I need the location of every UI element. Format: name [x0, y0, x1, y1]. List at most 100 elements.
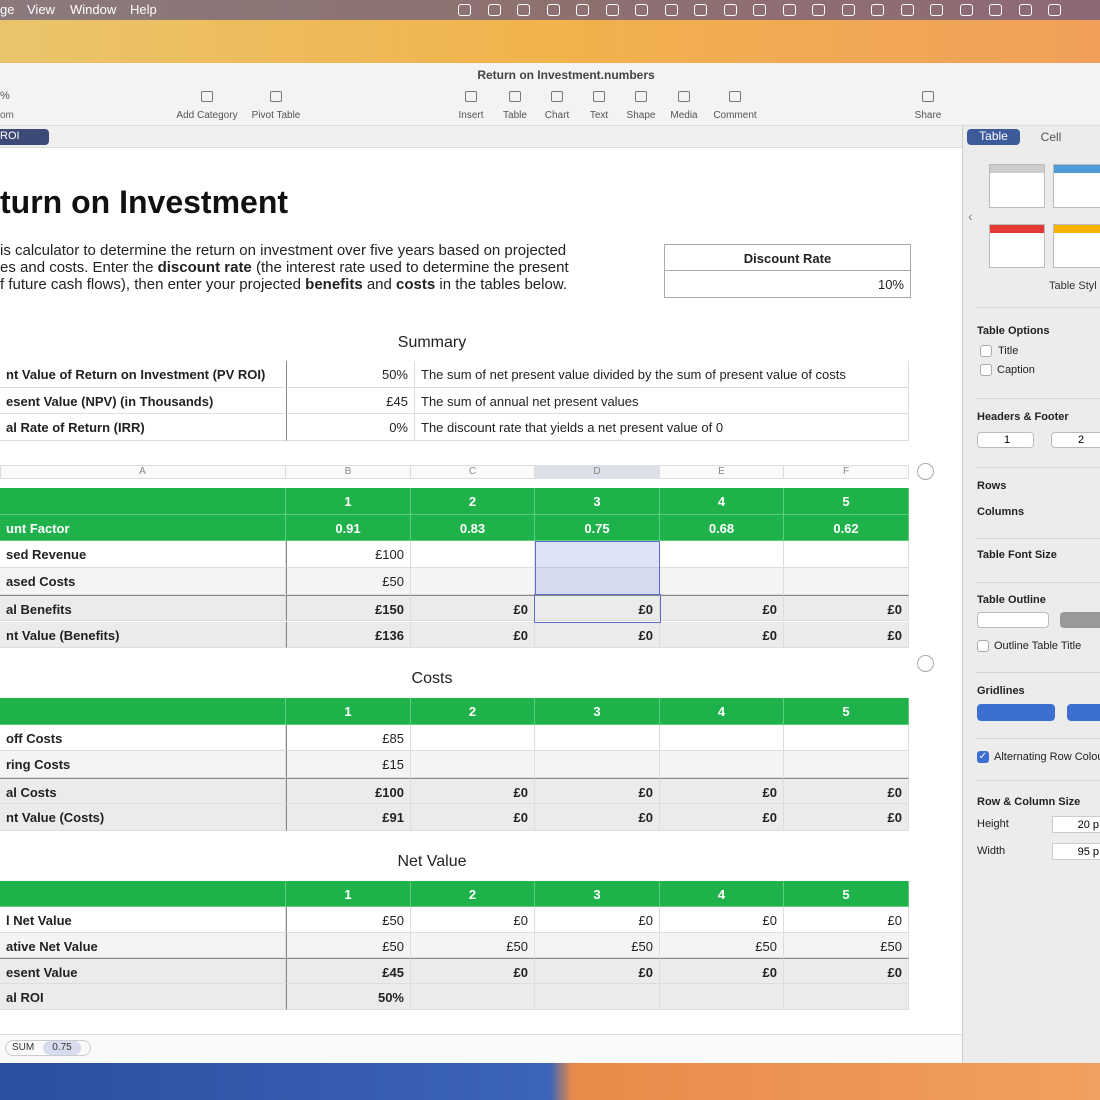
table-cell[interactable] [660, 568, 784, 595]
column-letter[interactable]: F [784, 465, 909, 479]
column-letter[interactable]: E [660, 465, 784, 479]
table-cell[interactable]: 0.83 [411, 514, 535, 542]
table-cell[interactable] [784, 724, 909, 752]
column-letter[interactable]: D [535, 465, 660, 479]
table-cell[interactable]: £0 [411, 621, 535, 649]
table-cell[interactable]: £15 [286, 751, 411, 778]
toolbar-label[interactable]: Pivot Table [251, 110, 301, 121]
summary-cell[interactable]: nt Value of Return on Investment (PV ROI… [0, 361, 286, 388]
menu-item[interactable]: View [27, 2, 55, 17]
table-cell[interactable] [411, 541, 535, 569]
stepper[interactable]: 1 [977, 432, 1034, 448]
table-cell[interactable]: unt Factor [0, 514, 286, 542]
tab-cell[interactable]: Cell [1040, 130, 1062, 144]
summary-cell[interactable]: The sum of annual net present values [414, 387, 909, 414]
toolbar-label[interactable]: Chart [544, 110, 570, 121]
stepper[interactable]: 2 [1051, 432, 1100, 448]
table-cell[interactable] [784, 984, 909, 1010]
toolbar-icon[interactable] [465, 91, 477, 102]
discount-value[interactable]: 10% [664, 271, 911, 298]
table-cell[interactable]: £45 [286, 958, 411, 985]
table-cell[interactable] [660, 751, 784, 778]
table-cell[interactable]: £0 [411, 804, 535, 831]
table-cell[interactable]: £0 [784, 777, 909, 805]
table-cell[interactable]: ative Net Value [0, 932, 286, 959]
toolbar-label[interactable]: Shape [626, 110, 656, 121]
column-letter[interactable]: A [0, 465, 286, 479]
table-cell[interactable]: 2 [411, 698, 535, 725]
table-cell[interactable]: 5 [784, 881, 909, 907]
table-cell[interactable]: 1 [286, 698, 411, 725]
toolbar-label[interactable]: Insert [458, 110, 484, 121]
summary-cell[interactable]: al Rate of Return (IRR) [0, 414, 286, 441]
table-cell[interactable]: off Costs [0, 724, 286, 752]
table-cell[interactable]: £0 [660, 906, 784, 933]
table-cell[interactable] [535, 751, 660, 778]
zoom[interactable]: % [0, 90, 10, 102]
toolbar-label[interactable]: Media [670, 110, 698, 121]
table-cell[interactable]: 5 [784, 698, 909, 725]
table-cell[interactable] [535, 541, 660, 569]
table-cell[interactable] [411, 568, 535, 595]
table-cell[interactable] [535, 724, 660, 752]
summary-cell[interactable]: 0% [286, 414, 414, 441]
table-cell[interactable]: £0 [535, 594, 660, 622]
table-cell[interactable]: 0.91 [286, 514, 411, 542]
table-cell[interactable] [411, 724, 535, 752]
table-cell[interactable]: 3 [535, 488, 660, 515]
outline-style[interactable] [977, 612, 1049, 628]
table-cell[interactable]: £0 [784, 594, 909, 622]
table-cell[interactable] [784, 751, 909, 778]
summary-cell[interactable]: £45 [286, 387, 414, 414]
menu-item[interactable]: ge [0, 2, 15, 17]
table-cell[interactable] [784, 568, 909, 595]
table-cell[interactable]: £50 [784, 932, 909, 959]
toolbar-icon[interactable] [922, 91, 934, 102]
table-cell[interactable]: 50% [286, 984, 411, 1010]
table-cell[interactable]: £136 [286, 621, 411, 649]
table-style[interactable] [989, 164, 1045, 208]
table-cell[interactable]: £50 [286, 906, 411, 933]
menu-item[interactable]: Help [130, 2, 157, 17]
table-cell[interactable]: sed Revenue [0, 541, 286, 569]
table-cell[interactable]: £100 [286, 541, 411, 569]
status-function[interactable]: SUM [12, 1042, 35, 1053]
table-cell[interactable]: £50 [535, 932, 660, 959]
table-cell[interactable]: £50 [411, 932, 535, 959]
table-cell[interactable] [660, 984, 784, 1010]
table-cell[interactable] [535, 984, 660, 1010]
table-cell[interactable] [660, 541, 784, 569]
toolbar-label[interactable]: Add Category [176, 110, 238, 121]
table-cell[interactable]: £0 [784, 958, 909, 985]
table-cell[interactable]: £0 [660, 594, 784, 622]
toolbar-icon[interactable] [551, 91, 563, 102]
table-cell[interactable]: al Costs [0, 777, 286, 805]
table-cell[interactable]: 2 [411, 488, 535, 515]
toolbar-icon[interactable] [201, 91, 213, 102]
toolbar-label[interactable]: Table [503, 110, 527, 121]
table-cell[interactable]: ring Costs [0, 751, 286, 778]
summary-cell[interactable]: The sum of net present value divided by … [414, 361, 909, 388]
checkbox[interactable]: ✓ [977, 751, 989, 763]
toolbar-label[interactable]: Comment [713, 110, 757, 121]
table-cell[interactable]: 4 [660, 698, 784, 725]
table-cell[interactable] [0, 488, 286, 515]
table-cell[interactable]: £85 [286, 724, 411, 752]
table-cell[interactable]: al Benefits [0, 594, 286, 622]
table-cell[interactable]: 0.68 [660, 514, 784, 542]
field[interactable]: 95 p [1052, 843, 1100, 860]
table-cell[interactable]: esent Value [0, 958, 286, 985]
toolbar-icon[interactable] [593, 91, 605, 102]
table-cell[interactable]: £0 [784, 906, 909, 933]
gridline-buttons[interactable] [977, 704, 1055, 721]
table-cell[interactable]: £0 [411, 906, 535, 933]
table-cell[interactable]: £50 [286, 568, 411, 595]
table-cell[interactable] [660, 724, 784, 752]
column-letter[interactable]: B [286, 465, 411, 479]
field[interactable]: 20 p [1052, 816, 1100, 833]
table-cell[interactable]: £0 [411, 777, 535, 805]
table-cell[interactable]: £50 [286, 932, 411, 959]
table-cell[interactable]: £0 [660, 777, 784, 805]
table-cell[interactable]: £0 [535, 906, 660, 933]
table-cell[interactable] [411, 984, 535, 1010]
